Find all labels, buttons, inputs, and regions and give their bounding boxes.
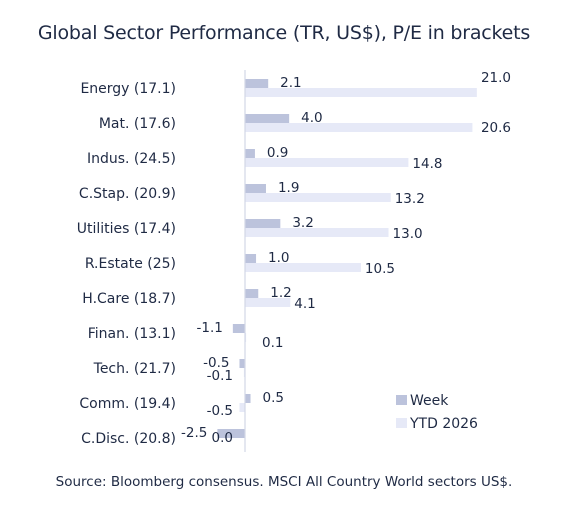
- bar-ytd: [245, 263, 361, 272]
- data-label-week: -1.1: [197, 320, 223, 336]
- category-label: Energy (17.1): [80, 81, 176, 97]
- data-label-week: -0.5: [203, 355, 229, 371]
- bar-ytd: [239, 403, 245, 412]
- data-label-week: 0.5: [263, 390, 284, 406]
- bar-week: [245, 394, 251, 403]
- bar-ytd: [245, 193, 391, 202]
- bar-week: [245, 184, 266, 193]
- data-label-week: 1.0: [268, 250, 289, 266]
- data-label-ytd: 13.0: [393, 226, 423, 242]
- legend-label-week: Week: [410, 393, 449, 409]
- chart-title: Global Sector Performance (TR, US$), P/E…: [37, 22, 531, 44]
- bar-week: [245, 79, 269, 88]
- data-label-week: 4.0: [301, 110, 322, 126]
- source-note: Source: Bloomberg consensus. MSCI All Co…: [55, 474, 513, 490]
- data-label-ytd: 0.1: [262, 335, 283, 351]
- data-label-week: 1.9: [278, 180, 299, 196]
- category-label: Mat. (17.6): [99, 116, 176, 132]
- category-label: R.Estate (25): [85, 256, 176, 272]
- bar-week: [245, 254, 257, 263]
- category-label: C.Stap. (20.9): [79, 186, 176, 202]
- data-label-ytd: -0.1: [207, 368, 233, 384]
- bar-ytd: [245, 228, 389, 237]
- data-label-ytd: 10.5: [365, 261, 395, 277]
- category-label: C.Disc. (20.8): [81, 431, 176, 447]
- data-label-ytd: 0.0: [212, 430, 233, 446]
- category-label: H.Care (18.7): [82, 291, 176, 307]
- bar-ytd: [245, 88, 477, 97]
- data-label-week: 0.9: [267, 145, 288, 161]
- bar-week: [232, 324, 245, 333]
- bar-ytd: [245, 158, 409, 167]
- data-label-ytd: -0.5: [207, 403, 233, 419]
- category-label: Finan. (13.1): [88, 326, 176, 342]
- data-label-week: 2.1: [280, 75, 301, 91]
- bar-week: [245, 219, 281, 228]
- bar-week: [217, 429, 245, 438]
- legend-swatch-week: [396, 395, 407, 405]
- data-label-ytd: 20.6: [481, 120, 511, 136]
- category-label: Utilities (17.4): [77, 221, 176, 237]
- bar-week: [245, 149, 255, 158]
- bar-ytd: [245, 298, 291, 307]
- bar-week: [245, 289, 259, 298]
- category-label: Indus. (24.5): [87, 151, 176, 167]
- category-label: Comm. (19.4): [79, 396, 176, 412]
- bar-week: [239, 359, 245, 368]
- bar-week: [245, 114, 290, 123]
- data-label-week: 1.2: [270, 285, 291, 301]
- data-label-ytd: 14.8: [412, 156, 442, 172]
- data-label-ytd: 4.1: [294, 296, 315, 312]
- data-label-ytd: 21.0: [481, 70, 511, 86]
- category-label: Tech. (21.7): [93, 361, 176, 377]
- legend-label-ytd: YTD 2026: [409, 416, 478, 432]
- bar-ytd: [245, 123, 473, 132]
- data-label-ytd: 13.2: [395, 191, 425, 207]
- legend-swatch-ytd: [396, 418, 407, 428]
- data-label-week: -2.5: [181, 425, 207, 441]
- data-label-week: 3.2: [292, 215, 313, 231]
